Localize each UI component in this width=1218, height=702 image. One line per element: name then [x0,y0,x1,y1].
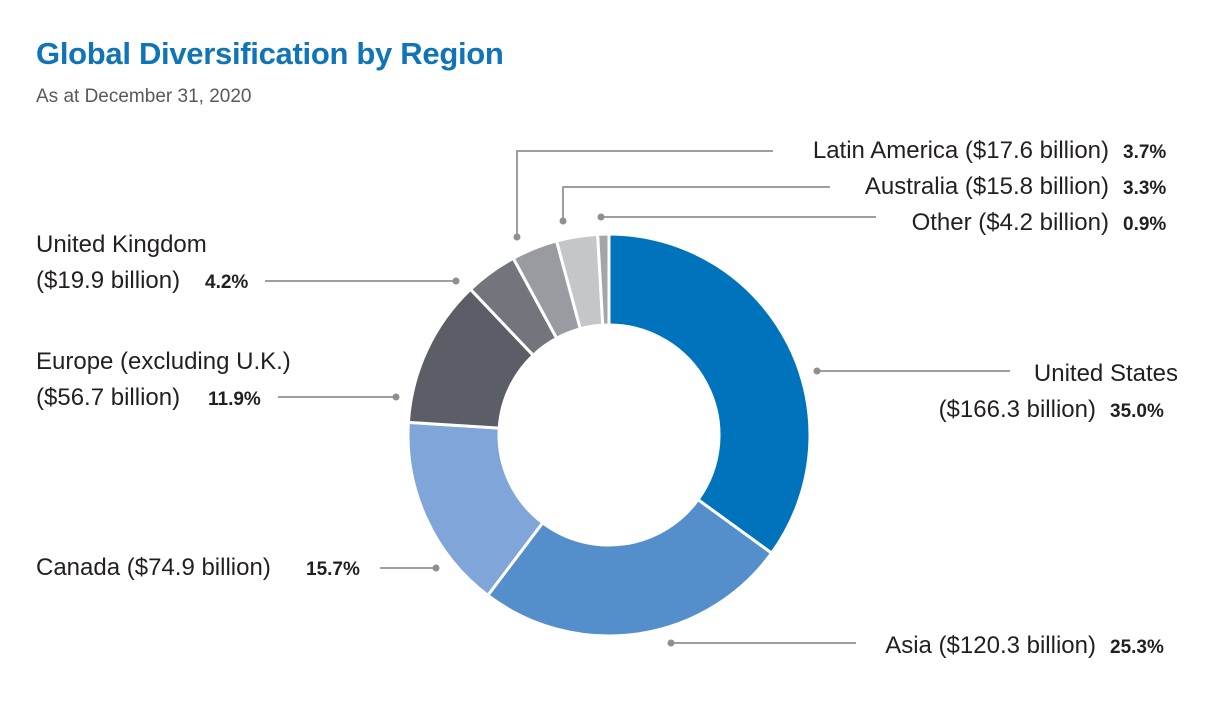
label-name-united-states: United States [1034,360,1178,387]
label-name-europe-excluding-u-k: Europe (excluding U.K.) [36,348,291,375]
leader-dot-canada [432,564,440,572]
leader-dot-europe-excluding-u-k [392,393,400,401]
leader-dot-latin-america [513,233,521,241]
label-asia: Asia ($120.3 billion) [885,632,1096,659]
slice-other [596,232,611,327]
leader-dot-united-kingdom [452,277,460,285]
percent-label-asia: 25.3% [1110,637,1164,658]
label-name-united-kingdom: United Kingdom [36,231,207,258]
slice-united-states [607,232,812,556]
percent-label-canada: 15.7% [306,559,360,580]
percent-label-united-states: 35.0% [1110,401,1164,422]
chart-subtitle: As at December 31, 2020 [36,86,252,107]
percent-label-other: 0.9% [1123,214,1166,235]
slice-labels: United States ($166.3 billion) 35.0% Asia (… [36,137,1178,659]
label-amount-united-kingdom: ($19.9 billion) [36,267,180,294]
chart-title: Global Diversification by Region [36,36,504,71]
leader-lines [265,150,1010,647]
label-other: Other ($4.2 billion) [912,209,1109,236]
label-amount-united-states: ($166.3 billion) [939,396,1096,423]
leader-dot-asia [667,639,675,647]
donut-slices [406,232,812,638]
slice-asia [485,497,774,638]
leader-dot-australia [559,217,567,225]
leader-dot-other [597,213,605,221]
label-australia: Australia ($15.8 billion) [865,173,1109,200]
percent-label-europe-excluding-u-k: 11.9% [208,389,261,410]
leader-line-latin-america [516,150,773,237]
percent-label-united-kingdom: 4.2% [205,272,248,293]
leader-line-australia [562,186,830,221]
label-amount-europe-excluding-u-k: ($56.7 billion) [36,384,180,411]
percent-label-australia: 3.3% [1123,178,1166,199]
percent-label-latin-america: 3.7% [1123,142,1166,163]
label-latin-america: Latin America ($17.6 billion) [813,137,1109,164]
label-canada: Canada ($74.9 billion) [36,554,271,581]
leader-dot-united-states [813,367,821,375]
